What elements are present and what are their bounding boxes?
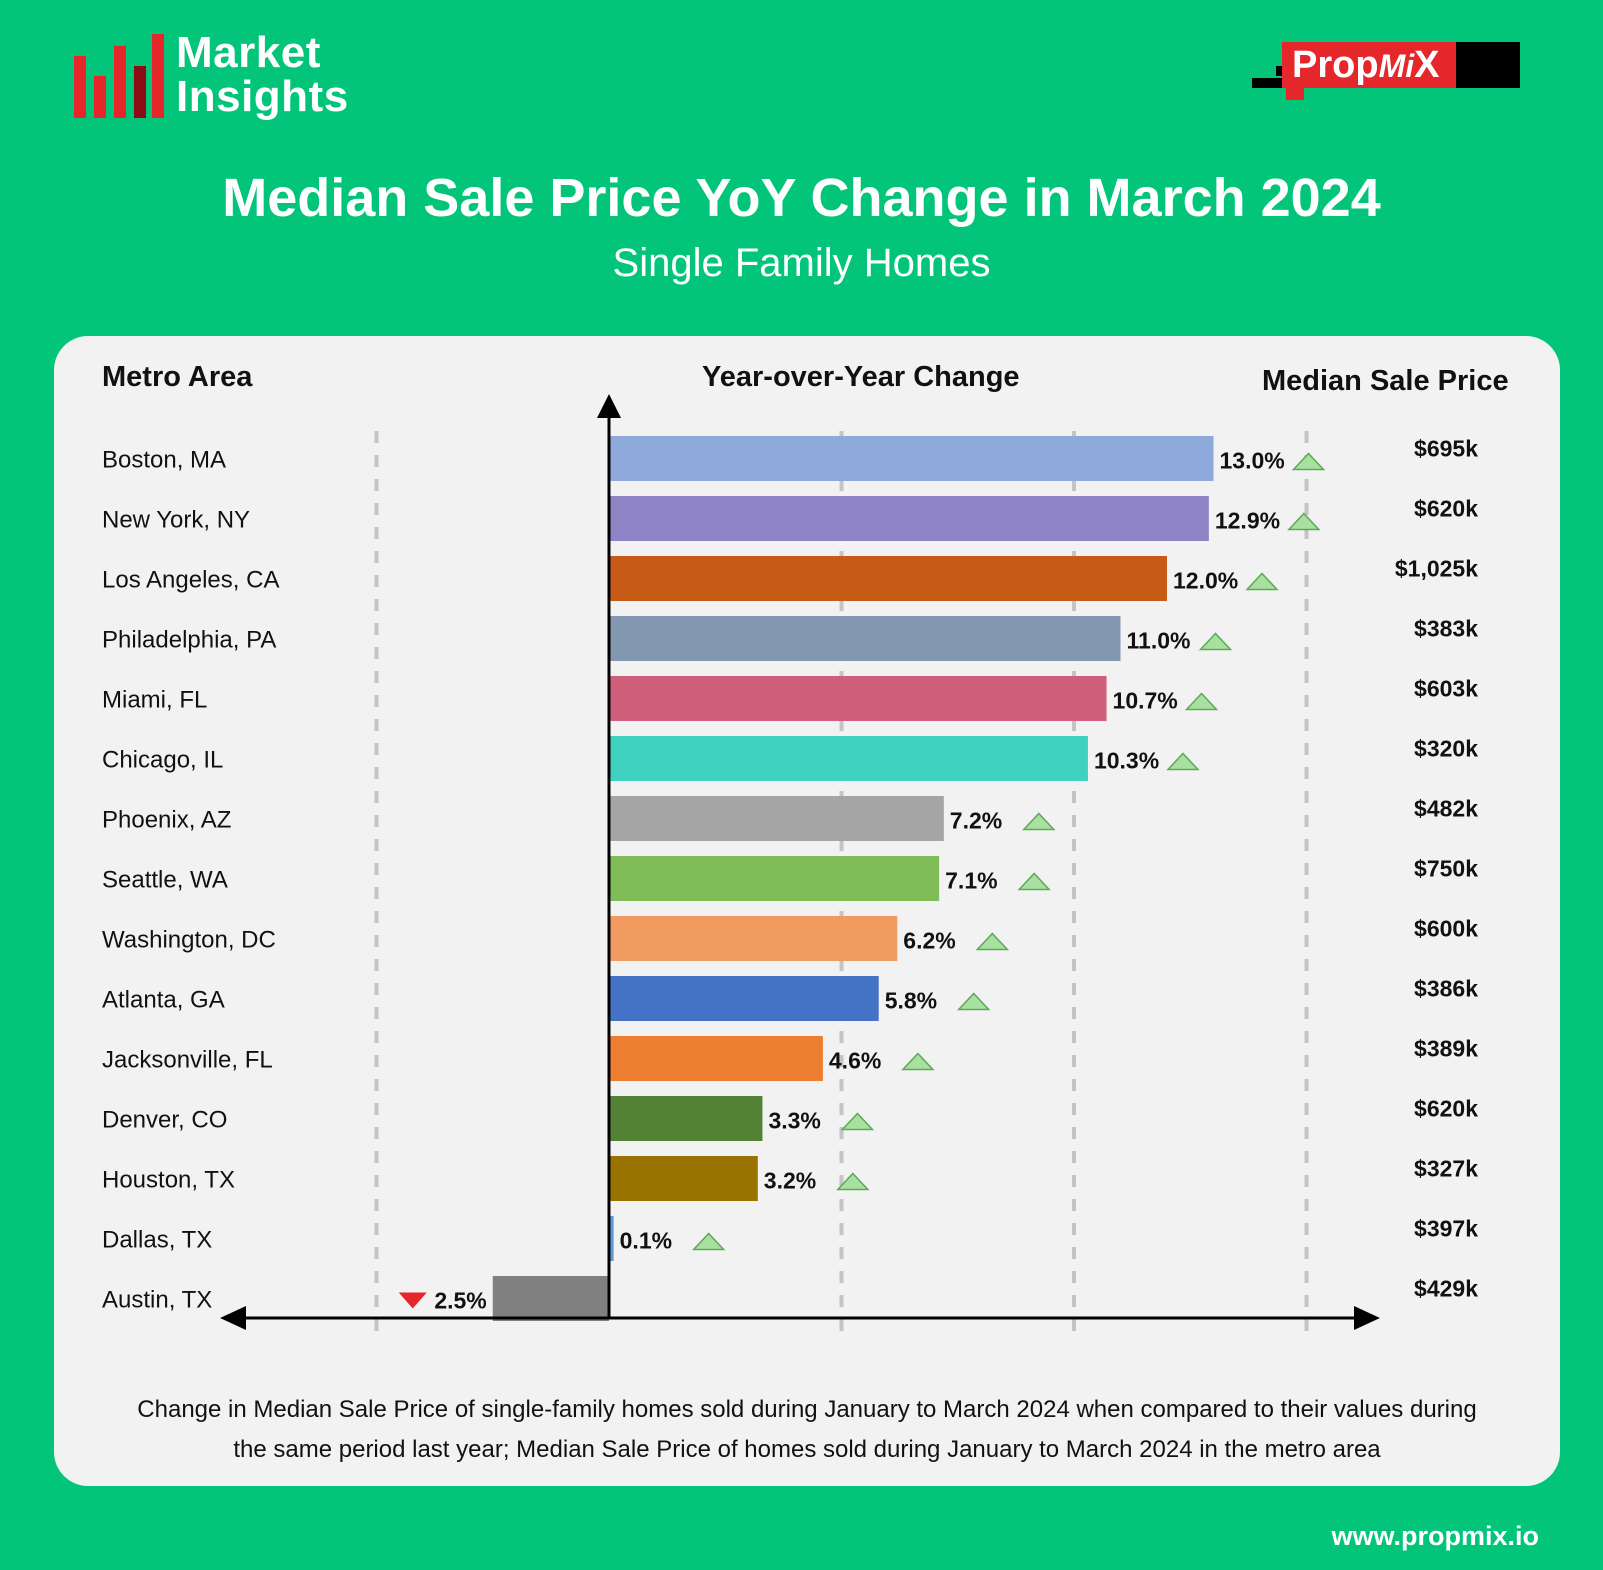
value-label: 12.9% [1215,508,1280,534]
category-label: Dallas, TX [102,1227,212,1254]
median-price-label: $620k [1414,496,1478,522]
x-axis-left-arrow-icon [220,1306,246,1330]
up-triangle-icon [975,932,1010,951]
category-label: Jacksonville, FL [102,1047,273,1074]
median-price-header: Median Sale Price [1262,365,1509,397]
value-label: 0.1% [620,1228,672,1254]
up-triangle-icon [1017,872,1051,891]
up-triangle-icon [1166,752,1200,771]
value-label: 2.5% [434,1288,486,1314]
up-triangle-icon [1184,692,1219,711]
category-label: Washington, DC [102,927,276,954]
footnote: Change in Median Sale Price of single-fa… [54,1390,1560,1470]
median-price-label: $482k [1414,796,1478,822]
category-label: Phoenix, AZ [102,807,231,834]
value-label: 12.0% [1173,568,1238,594]
median-price-label: $386k [1414,976,1478,1002]
value-label: 5.8% [885,988,937,1014]
value-label: 13.0% [1220,448,1285,474]
chart-subtitle: Single Family Homes [612,241,991,285]
value-label: 7.1% [945,868,997,894]
logo-word-insights: Insights [176,72,349,121]
value-label: 7.2% [950,808,1002,834]
y-axis-arrow-icon [597,394,621,418]
logo-word-market: Market [176,28,321,77]
bar [609,856,940,901]
up-triangle-icon [1022,812,1056,831]
category-label: Chicago, IL [102,747,223,774]
bar [609,436,1214,481]
median-price-label: $429k [1414,1276,1478,1302]
propmix-logo-text: PropMiX [1292,44,1440,86]
bar [609,1216,614,1261]
category-label: Los Angeles, CA [102,567,279,594]
median-price-label: $320k [1414,736,1478,762]
value-label: 10.3% [1094,748,1159,774]
up-triangle-icon [1291,452,1326,471]
category-label: Austin, TX [102,1287,212,1314]
median-price-label: $383k [1414,616,1478,642]
chart-title: Median Sale Price YoY Change in March 20… [222,168,1381,228]
value-label: 11.0% [1127,628,1191,654]
bar [609,736,1088,781]
up-triangle-icon [956,992,991,1011]
category-label: Philadelphia, PA [102,627,276,654]
value-label: 3.3% [768,1108,820,1134]
footnote-line-2: the same period last year; Median Sale P… [233,1436,1381,1463]
median-price-label: $603k [1414,676,1478,702]
bar [609,796,944,841]
yoy-bar-chart: Boston, MA $695k 13.0% New York, NY $620k 12.… [102,394,1478,1336]
market-insights-logo: Market Insights [74,30,374,124]
value-label: 4.6% [829,1048,881,1074]
median-price-label: $397k [1414,1216,1478,1242]
category-label: Houston, TX [102,1167,235,1194]
bar [609,916,898,961]
bar [609,1036,823,1081]
category-label: Miami, FL [102,687,207,714]
bar [609,976,879,1021]
category-label: Boston, MA [102,447,226,474]
median-price-label: $389k [1414,1036,1478,1062]
category-label: Atlanta, GA [102,987,225,1014]
up-triangle-icon [1198,632,1233,651]
median-price-label: $600k [1414,916,1478,942]
up-triangle-icon [1287,512,1321,531]
bar [609,1096,763,1141]
median-price-label: $695k [1414,436,1478,462]
bar [609,1156,758,1201]
up-triangle-icon [1245,572,1279,591]
category-label: Denver, CO [102,1107,227,1134]
footer-url: www.propmix.io [1331,1521,1539,1551]
x-axis-right-arrow-icon [1354,1306,1380,1330]
up-triangle-icon [836,1172,870,1191]
median-price-label: $327k [1414,1156,1478,1182]
bar [609,556,1167,601]
median-price-label: $1,025k [1395,556,1478,582]
down-triangle-icon [398,1292,427,1309]
bar [609,616,1121,661]
value-label: 6.2% [903,928,955,954]
up-triangle-icon [691,1232,726,1251]
median-price-label: $750k [1414,856,1478,882]
bar-chart-logo-icon [74,34,164,118]
up-triangle-icon [840,1112,875,1131]
chart-card: Metro Area Year-over-Year Change Median … [54,336,1560,1486]
category-label: New York, NY [102,507,250,534]
bar [609,676,1107,721]
median-price-label: $620k [1414,1096,1478,1122]
propmix-logo: PropMiX [1252,42,1522,102]
footnote-line-1: Change in Median Sale Price of single-fa… [137,1396,1477,1423]
category-label: Seattle, WA [102,867,228,894]
bar [492,1276,609,1321]
up-triangle-icon [901,1052,935,1071]
value-label: 10.7% [1113,688,1178,714]
metro-area-header: Metro Area [102,361,253,393]
yoy-change-header: Year-over-Year Change [702,361,1020,393]
value-label: 3.2% [764,1168,816,1194]
bar [609,496,1209,541]
